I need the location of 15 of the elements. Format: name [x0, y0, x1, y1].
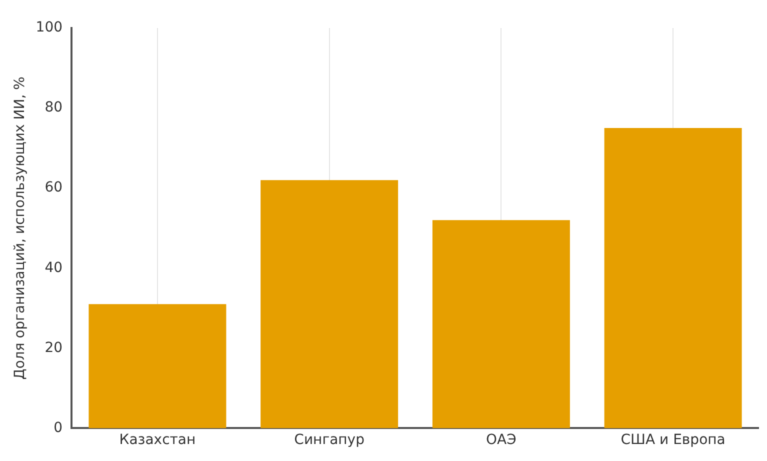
y-tick-label: 40 — [44, 260, 63, 276]
x-tick-label: США и Европа — [620, 432, 726, 448]
bar — [260, 180, 398, 428]
y-tick-label: 0 — [54, 420, 63, 436]
bar — [604, 128, 742, 428]
y-tick-label: 20 — [44, 340, 63, 356]
bar — [88, 304, 226, 428]
y-axis-title: Доля организаций, использующих ИИ, % — [12, 76, 28, 380]
y-tick-label: 100 — [36, 20, 63, 36]
bar — [432, 220, 570, 428]
y-tick-label: 60 — [44, 180, 63, 196]
x-tick-label: ОАЭ — [486, 432, 516, 448]
x-tick-label: Сингапур — [294, 432, 365, 448]
y-tick-label: 80 — [44, 100, 63, 116]
x-tick-label: Казахстан — [119, 432, 196, 448]
